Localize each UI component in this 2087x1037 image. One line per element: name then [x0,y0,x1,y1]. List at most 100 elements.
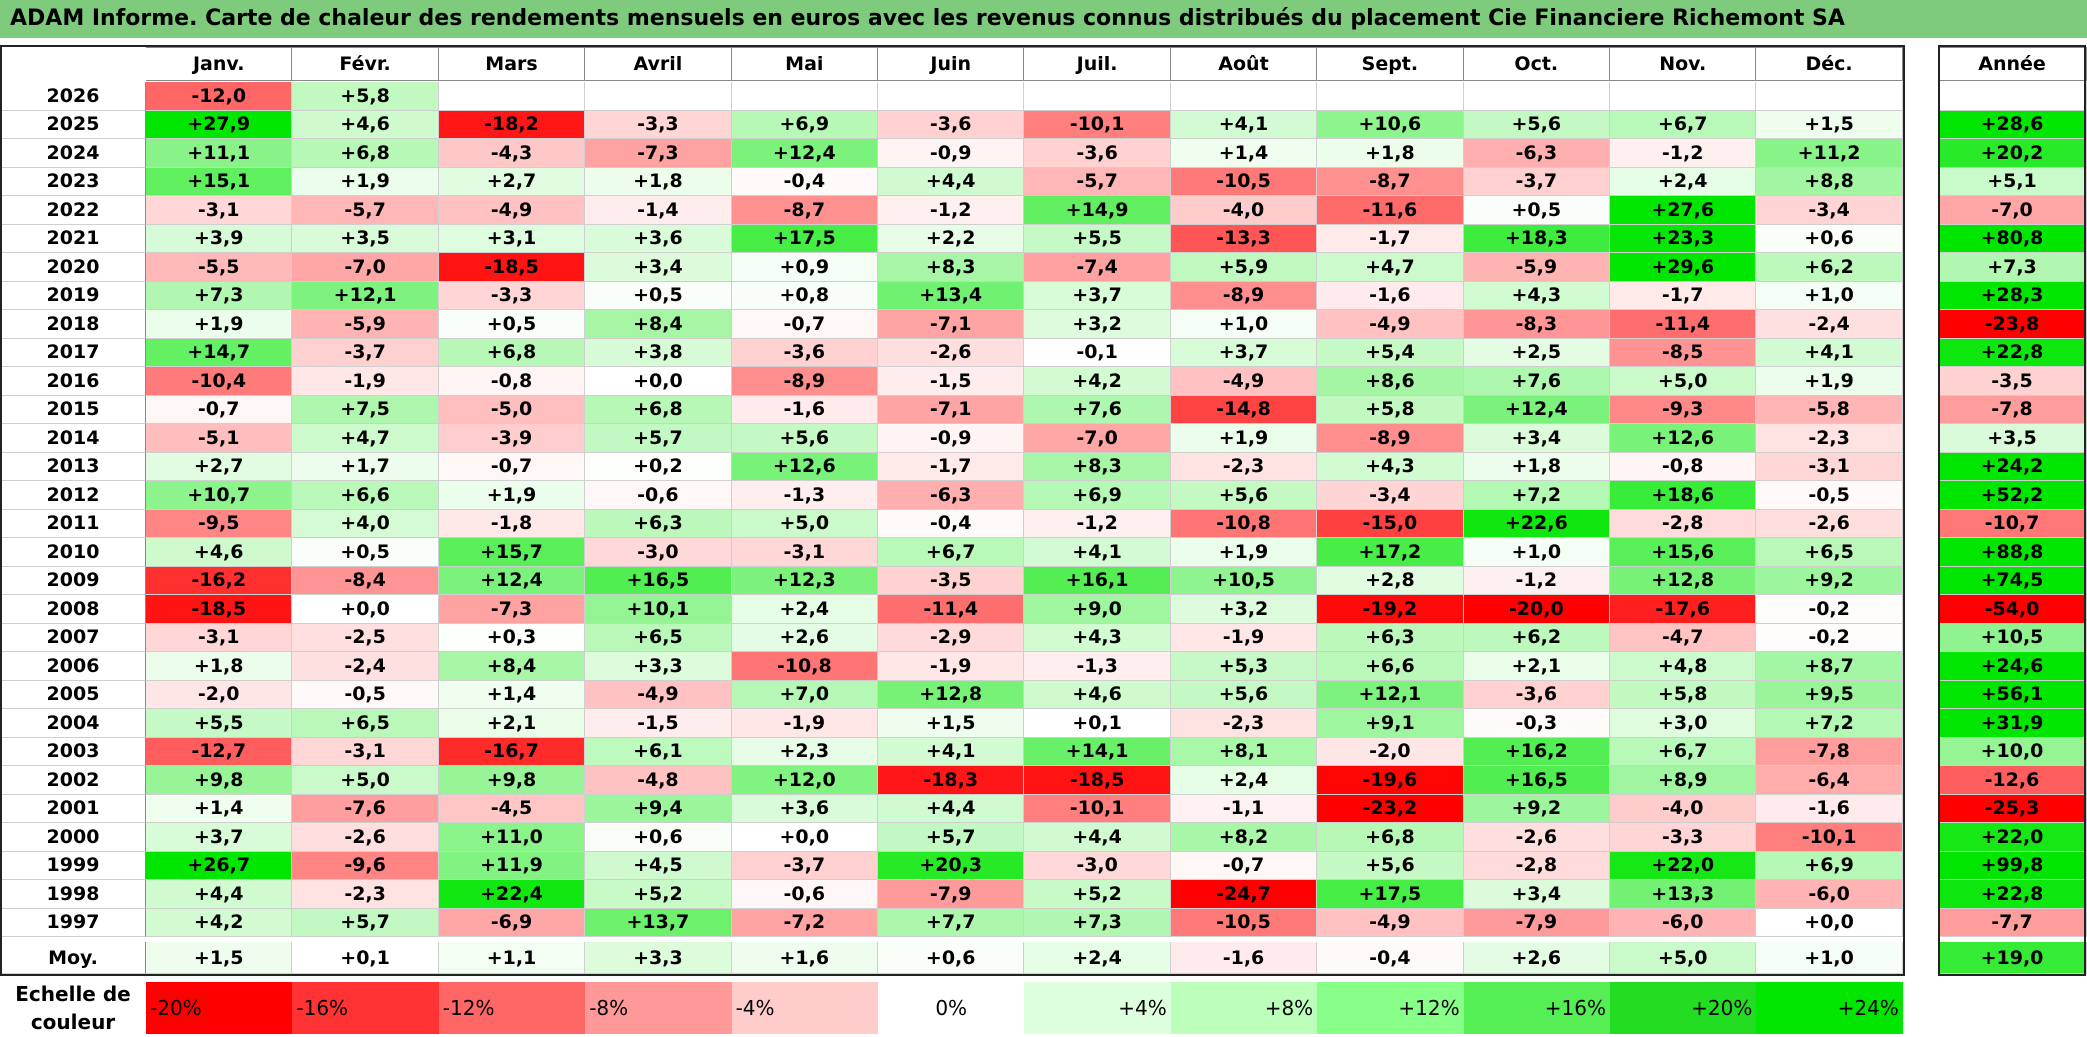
heatmap-cell: +0,0 [1756,908,1903,937]
heatmap-cell: -10,1 [1024,794,1171,823]
heatmap-cell: +17,2 [1317,538,1464,567]
annual-cell: -12,6 [1938,766,2087,795]
heatmap-cell: +8,2 [1170,823,1318,852]
heatmap-cell: +1,8 [1317,139,1464,168]
heatmap-cell: +5,8 [1610,680,1757,709]
color-scale-swatch: +20% [1610,982,1757,1034]
heatmap-cell: +15,6 [1610,538,1757,567]
row-year-label: 2019 [0,281,146,310]
heatmap-cell: +3,4 [1463,424,1610,453]
heatmap-cell: -3,6 [878,110,1025,139]
annual-cell: +28,6 [1938,110,2087,139]
heatmap-cell: -5,0 [438,395,586,424]
heatmap-cell: +3,2 [1170,595,1318,624]
month-header: Sept. [1317,47,1464,81]
heatmap-cell: +17,5 [1317,880,1464,909]
row-year-label: 1998 [0,880,146,909]
heatmap-cell: +6,1 [585,737,732,766]
heatmap-cell: +1,4 [438,680,586,709]
heatmap-cell: -9,6 [292,851,439,880]
heatmap-cell: +3,4 [585,253,732,282]
heatmap-cell: +13,4 [878,281,1025,310]
heatmap-cell: +9,4 [585,794,732,823]
heatmap-cell: +0,5 [292,538,439,567]
heatmap-cell: +5,5 [1024,224,1171,253]
heatmap-cell: -0,5 [1756,481,1903,510]
heatmap-cell: +12,3 [731,566,878,595]
heatmap-cell: +4,6 [1024,680,1171,709]
heatmap-cell: +5,6 [1170,680,1318,709]
heatmap-cell: -4,3 [438,139,586,168]
heatmap-cell: -6,3 [878,481,1025,510]
heatmap-cell: -1,2 [878,196,1025,225]
heatmap-cell: -2,8 [1463,851,1610,880]
heatmap-cell: -3,3 [585,110,732,139]
heatmap-cell: +29,6 [1610,253,1757,282]
heatmap-cell: +4,7 [292,424,439,453]
heatmap-cell: +4,5 [585,851,732,880]
color-scale-swatch: -20% [146,982,293,1034]
heatmap-cell: +1,7 [292,452,439,481]
heatmap-cell: +1,4 [146,794,293,823]
heatmap-cell: +4,4 [878,167,1025,196]
heatmap-cell: +1,8 [585,167,732,196]
annual-cell: +31,9 [1938,709,2087,738]
heatmap-cell: +7,6 [1463,367,1610,396]
heatmap-cell: +5,0 [731,509,878,538]
heatmap-cell [1756,82,1903,111]
annual-cell: -3,5 [1938,367,2087,396]
color-scale-swatch: +4% [1024,982,1171,1034]
annual-cell: +22,8 [1938,880,2087,909]
annual-cell: +24,6 [1938,652,2087,681]
heatmap-cell: -13,3 [1170,224,1318,253]
row-year-label: 1999 [0,851,146,880]
heatmap-cell: -1,9 [292,367,439,396]
heatmap-cell: +12,4 [1463,395,1610,424]
heatmap-cell: +0,9 [731,253,878,282]
heatmap-cell: -2,3 [1170,452,1318,481]
annual-cell: -7,8 [1938,395,2087,424]
heatmap-cell: -1,6 [731,395,878,424]
heatmap-cell: +8,8 [1756,167,1903,196]
heatmap-cell: -18,3 [878,766,1025,795]
heatmap-cell: +22,4 [438,880,586,909]
heatmap-cell: +27,6 [1610,196,1757,225]
heatmap-cell: +6,8 [585,395,732,424]
row-year-label: 2006 [0,652,146,681]
heatmap-cell: -10,8 [731,652,878,681]
heatmap-cell [731,82,878,111]
heatmap-cell: +6,3 [1317,623,1464,652]
heatmap-cell: +6,8 [292,139,439,168]
heatmap-cell: -8,9 [1317,424,1464,453]
heatmap-cell: -10,8 [1170,509,1318,538]
heatmap-cell: +2,7 [438,167,586,196]
heatmap-cell: +5,6 [1170,481,1318,510]
heatmap-cell: -3,9 [438,424,586,453]
heatmap-cell: +9,8 [146,766,293,795]
row-year-label: 2008 [0,595,146,624]
heatmap-cell: +10,1 [585,595,732,624]
heatmap-cell: -19,2 [1317,595,1464,624]
average-cell: +1,0 [1756,942,1903,974]
heatmap-cell: +4,3 [1317,452,1464,481]
heatmap-cell: -4,9 [1317,908,1464,937]
heatmap-cell: -1,4 [585,196,732,225]
average-cell: +2,4 [1024,942,1171,974]
heatmap-cell: +1,0 [1170,310,1318,339]
heatmap-cell: +22,0 [1610,851,1757,880]
heatmap-cell: -1,2 [1024,509,1171,538]
heatmap-cell [1317,82,1464,111]
heatmap-cell: +8,4 [438,652,586,681]
heatmap-cell: +8,7 [1756,652,1903,681]
annual-cell: +7,3 [1938,253,2087,282]
heatmap-cell: +3,6 [731,794,878,823]
heatmap-cell: +3,7 [1024,281,1171,310]
heatmap-cell: -7,0 [1024,424,1171,453]
average-cell: +0,1 [292,942,439,974]
heatmap-cell: +8,3 [878,253,1025,282]
month-header: Juil. [1024,47,1171,81]
heatmap-cell: +12,4 [438,566,586,595]
heatmap-cell: -8,7 [731,196,878,225]
heatmap-cell [1463,82,1610,111]
heatmap-cell: +7,0 [731,680,878,709]
